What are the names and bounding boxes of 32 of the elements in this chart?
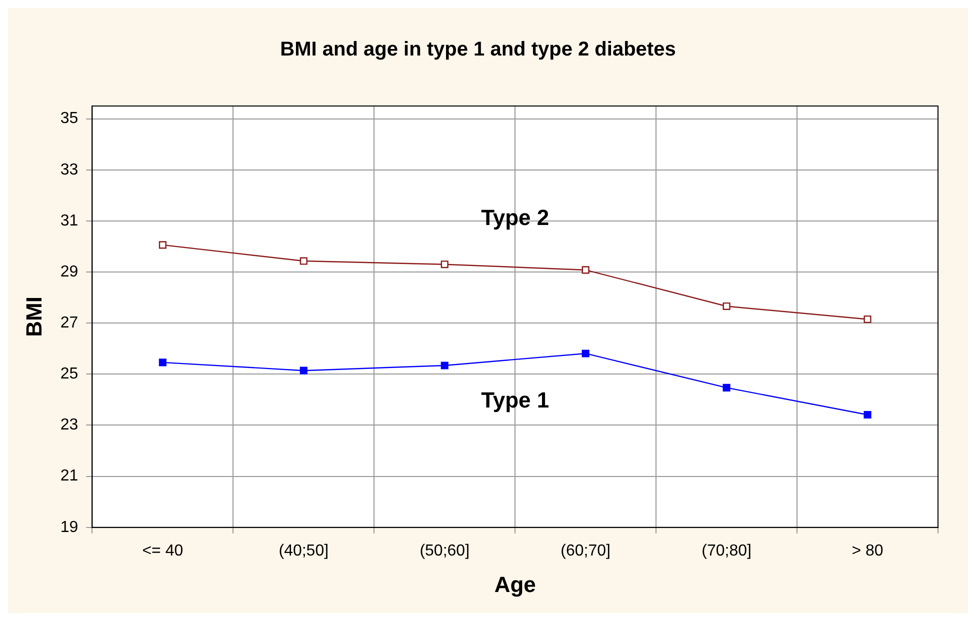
y-tick-label: 31 [60,212,78,230]
x-tick-label: <= 40 [142,542,184,560]
point [158,241,166,249]
point [864,410,872,419]
series-label: Type 2 [481,205,550,230]
point [300,257,308,265]
point [722,302,730,310]
x-tick-label: (60;70] [560,542,610,560]
x-tick-label: > 80 [852,542,884,560]
x-tick-label: (70;80] [702,542,752,560]
y-tick-label: 35 [60,110,78,128]
point [440,362,448,370]
chart-title: BMI and age in type 1 and type 2 diabetes [280,38,676,61]
point [440,260,448,268]
x-axis-title: Age [494,572,536,597]
y-tick-label: 29 [60,263,78,280]
series-label: Type 1 [481,388,550,413]
point [722,384,730,392]
y-tick-label: 27 [60,314,78,332]
point [582,350,590,358]
point [582,266,590,274]
x-tick-label: (50;60] [420,542,470,560]
point [158,358,166,366]
point [864,315,872,324]
y-tick-label: 21 [60,468,78,485]
y-tick-label: 19 [60,518,78,536]
y-tick-label: 25 [60,366,78,383]
x-tick-label: (40;50] [278,542,329,560]
y-axis-title: BMI [21,296,46,337]
point [300,366,308,374]
y-tick-label: 33 [60,161,78,178]
y-tick-label: 23 [60,416,78,434]
